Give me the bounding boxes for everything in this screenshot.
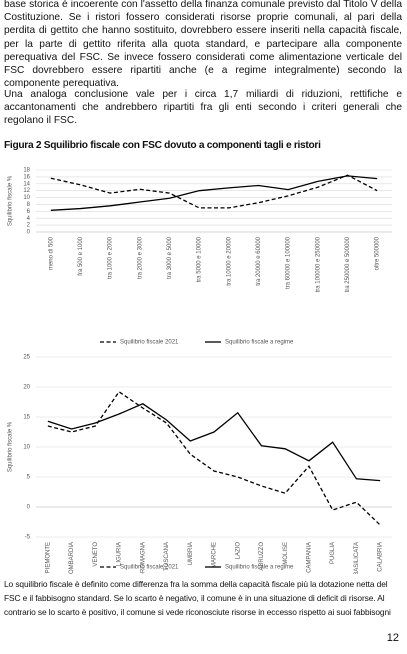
figure-title: Figura 2 Squilibrio fiscale con FSC dovu…: [4, 140, 321, 151]
x-tick-label: fra 500 e 1000: [78, 236, 84, 275]
x-tick-label: CALABRIA: [378, 542, 384, 572]
y-tick-label: 18: [23, 168, 30, 174]
y-tick-label: 16: [23, 174, 30, 180]
x-tick-label: tra 10000 e 20000: [226, 236, 232, 285]
paragraph: Una analoga conclusione vale per i circa…: [4, 89, 402, 127]
x-tick-label: tra 2000 e 3000: [137, 236, 143, 279]
x-tick-label: LIGURIA: [117, 542, 123, 566]
caption: Lo squilibrio fiscale è definito come di…: [4, 579, 391, 617]
x-tick-label: PUGLIA: [330, 542, 336, 564]
y-tick-label: 0: [27, 505, 31, 511]
y-tick-label: 20: [23, 385, 30, 391]
x-tick-label: PIEMONTE: [45, 542, 51, 573]
x-tick-label: LOMBARDIA: [69, 542, 75, 574]
x-tick-label: VENETO: [93, 542, 99, 567]
paragraph: base storica è incoerente con l'assetto …: [4, 0, 402, 90]
x-tick-label: TOSCANA: [164, 542, 170, 571]
y-tick-label: 10: [23, 195, 30, 201]
y-axis-label: Squilibrio fiscale %: [8, 175, 14, 226]
x-tick-label: MARCHE: [212, 542, 218, 568]
series-line: [47, 390, 381, 526]
y-tick-label: 4: [27, 216, 31, 222]
y-tick-label: 5: [27, 475, 31, 481]
x-tick-label: MOLISE: [283, 542, 289, 565]
y-tick-label: 8: [27, 202, 31, 208]
x-tick-label: tra 100000 e 250000: [315, 236, 321, 292]
y-axis-label: Squilibrio fiscale %: [8, 421, 14, 472]
x-tick-label: ABRUZZO: [259, 542, 265, 571]
y-tick-label: 14: [23, 181, 30, 187]
series-line: [47, 403, 381, 482]
y-tick-label: 25: [23, 355, 30, 361]
x-tick-label: oltre 500000: [375, 236, 381, 270]
legend-label: Squilibrio fiscale 2021: [120, 565, 179, 571]
legend-label: Squilibrio fiscale 2021: [120, 340, 179, 346]
y-tick-label: 6: [27, 209, 31, 215]
series-line: [50, 175, 378, 211]
y-tick-label: 2: [27, 223, 31, 229]
x-tick-label: CAMPANIA: [307, 542, 313, 573]
y-tick-label: 15: [23, 415, 30, 421]
y-tick-label: -5: [25, 535, 31, 541]
x-tick-label: tra 5000 e 10000: [197, 236, 203, 282]
y-tick-label: 12: [23, 188, 30, 194]
x-tick-label: LAZIO: [235, 542, 241, 560]
series-line: [50, 174, 378, 209]
legend-label: Squilibrio fiscale a regime: [225, 340, 294, 346]
x-tick-label: UMBRIA: [188, 542, 194, 565]
page-number: 12: [386, 632, 399, 644]
x-tick-label: tra 250000 e 500000: [345, 236, 351, 292]
x-tick-label: tra 60000 e 100000: [286, 236, 292, 289]
x-tick-label: meno di 500: [48, 236, 54, 270]
x-tick-label: EMILIA-ROMAGNA: [140, 542, 146, 574]
x-tick-label: tra 20000 e 60000: [256, 236, 262, 285]
x-tick-label: BASILICATA: [354, 542, 360, 574]
x-tick-label: tra 3000 e 5000: [167, 236, 173, 279]
chart: -5 0 5 10 15 20 25 Squilibrio fiscale % PIEMONTE…: [8, 355, 392, 574]
y-tick-label: 10: [23, 445, 30, 451]
legend-label: Squilibrio fiscale a regime: [225, 565, 294, 571]
y-tick-label: 0: [27, 230, 31, 236]
x-tick-label: tra 1000 e 2000: [108, 236, 114, 279]
